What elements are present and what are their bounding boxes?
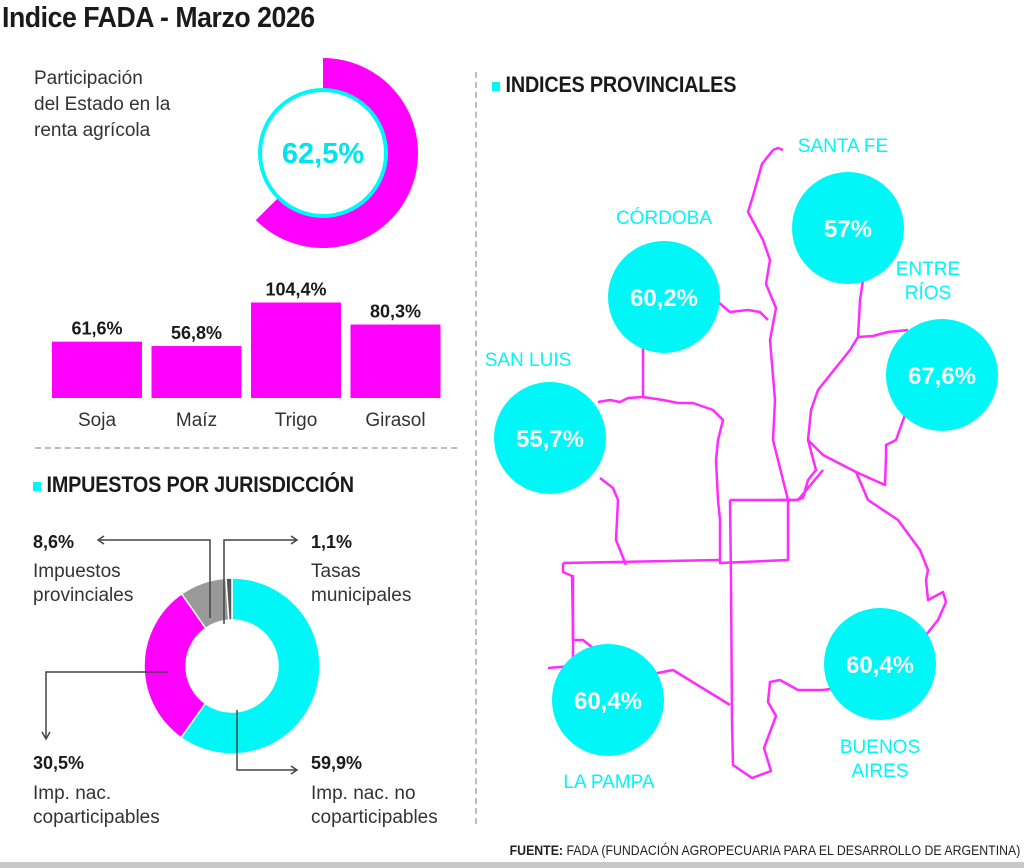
crop-bar-chart: 61,6% Soja 56,8% Maíz 104,4% Trigo 80,3% Giraso…: [52, 280, 441, 431]
bar-maíz: [151, 346, 242, 398]
bar-value-label: 61,6%: [71, 319, 122, 339]
border-santafe-top: [772, 146, 784, 152]
arrow-icon: [290, 765, 299, 775]
donut-slice: [179, 577, 321, 755]
bar-value-label: 104,4%: [265, 280, 326, 300]
renta-caption: Participación del Estado en la renta agr…: [34, 68, 171, 141]
province-name: LA PAMPA: [563, 772, 654, 793]
leader-no-coparticipables: [236, 710, 297, 771]
arrow-icon: [96, 535, 105, 545]
bar-girasol: [350, 324, 441, 398]
leader-coparticipables: [45, 671, 168, 738]
bar-trigo: [251, 302, 341, 398]
bar-value-label: 56,8%: [171, 323, 222, 343]
border-lapampa-edge: [547, 575, 575, 670]
section-title-provincias: INDICES PROVINCIALES: [492, 72, 736, 98]
section-marker-icon: [33, 482, 42, 491]
province-bubble: [886, 319, 998, 431]
province-name: ENTRE: [896, 259, 960, 280]
donut-hole: [190, 624, 274, 708]
border-buenosaires-north: [730, 469, 824, 502]
border-cordoba: [641, 149, 790, 565]
province-name: SANTA FE: [798, 136, 888, 157]
bar-category-label: Soja: [78, 410, 116, 431]
border-buenosaires-south: [728, 499, 859, 780]
province-bubble: [494, 382, 606, 494]
leader-provinciales: [100, 539, 211, 618]
border-buenosaires-coast: [854, 471, 948, 646]
province-value: 60,4%: [846, 652, 914, 679]
source-text: FADA (FUNDACIÓN AGROPECUARIA PARA EL DES…: [562, 842, 1020, 858]
arrow-icon: [41, 731, 51, 741]
leader-municipales: [223, 539, 296, 624]
province-value: 60,2%: [630, 285, 698, 312]
border-lapampa-north: [562, 558, 721, 565]
province-value: 60,4%: [574, 688, 642, 715]
label-municipales-name: Tasas municipales: [311, 561, 412, 606]
province-borders: [547, 146, 948, 780]
section-marker-icon: [492, 82, 501, 91]
province-bubble: [824, 608, 936, 720]
bar-category-label: Trigo: [275, 410, 318, 431]
label-provinciales-name: Impuestos provinciales: [33, 561, 134, 606]
source-note: FUENTE: FADA (FUNDACIÓN AGROPECUARIA PAR…: [509, 842, 1020, 858]
border-santafe: [778, 279, 865, 502]
label-municipales-pct: 1,1%: [311, 532, 353, 552]
province-name: AIRES: [851, 761, 908, 782]
border-sanluis-west: [599, 477, 628, 566]
province-bubble: [552, 644, 664, 756]
province-name: CÓRDOBA: [616, 207, 712, 229]
bar-value-label: 80,3%: [370, 302, 421, 322]
bar-soja: [52, 341, 142, 398]
provinces-map: 57% SANTA FE 60,2% CÓRDOBA 67,6% ENTRE RÍOS 55,…: [485, 136, 998, 793]
page-title: Indice FADA - Marzo 2026: [2, 2, 315, 34]
border-entrerios: [807, 369, 910, 487]
label-provinciales-pct: 8,6%: [33, 532, 75, 552]
province-name: RÍOS: [905, 283, 951, 304]
province-name: BUENOS: [840, 737, 920, 758]
province-name: SAN LUIS: [485, 350, 572, 371]
arrow-icon: [290, 535, 299, 545]
section-title-text: INDICES PROVINCIALES: [505, 72, 737, 97]
section-divider: [35, 447, 457, 449]
renta-arc: [255, 58, 418, 248]
section-title-impuestos: IMPUESTOS POR JURISDICCIÓN: [33, 472, 354, 498]
label-coparticipables-pct: 30,5%: [33, 753, 85, 773]
border-sanluis-north: [597, 395, 644, 404]
renta-gauge: 62,5%: [255, 58, 418, 248]
bar-category-label: Girasol: [365, 410, 425, 431]
border-lapampa-west: [561, 563, 594, 649]
label-no-coparticipables-pct: 59,9%: [311, 753, 363, 773]
impuestos-donut: [41, 535, 321, 775]
renta-inner-circle: [258, 88, 388, 218]
column-divider: [475, 72, 477, 824]
label-no-coparticipables-name: Imp. nac. no coparticipables: [311, 783, 438, 828]
bar-category-label: Maíz: [176, 410, 217, 431]
source-prefix: FUENTE:: [509, 842, 563, 858]
donut-slice: [225, 577, 233, 621]
renta-value: 62,5%: [282, 138, 364, 170]
province-value: 55,7%: [516, 426, 584, 453]
section-title-text: IMPUESTOS POR JURISDICCIÓN: [46, 472, 355, 497]
label-coparticipables-name: Imp. nac. coparticipables: [33, 783, 160, 828]
donut-slice: [143, 592, 207, 739]
province-value: 67,6%: [908, 363, 976, 390]
border-cordoba-north: [717, 301, 769, 321]
province-bubble: [608, 241, 720, 353]
border-entrerios-north: [857, 328, 909, 339]
bottom-rule: [0, 862, 1024, 868]
province-bubble: [792, 172, 904, 284]
province-value: 57%: [824, 216, 872, 243]
